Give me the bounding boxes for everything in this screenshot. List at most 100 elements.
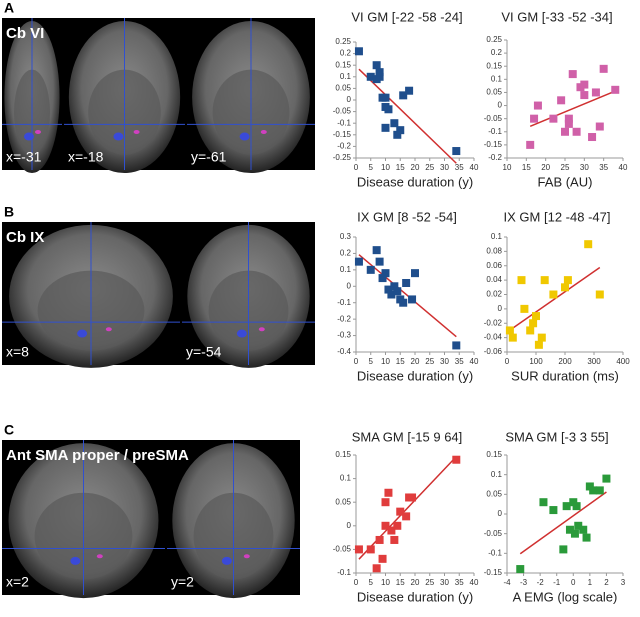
x-tick-label: 35 (455, 357, 464, 366)
point (381, 498, 390, 507)
point (452, 341, 461, 350)
y-tick-label: -0.15 (333, 130, 352, 139)
point (526, 326, 535, 335)
y-tick-label: 0.08 (486, 246, 502, 255)
point (549, 290, 558, 299)
slice-label: x=-18 (68, 149, 104, 165)
y-tick-label: -0.2 (337, 314, 351, 323)
activation (260, 130, 267, 134)
x-tick-label: 20 (411, 578, 420, 587)
y-tick-label: 0.05 (335, 84, 351, 93)
point (372, 61, 381, 70)
point (402, 279, 411, 287)
point (595, 486, 604, 495)
x-tick-label: 15 (396, 357, 405, 366)
x-tick-label: 5 (369, 163, 374, 172)
x-tick-label: 40 (470, 357, 479, 366)
y-tick-label: -0.4 (337, 347, 351, 356)
point (517, 276, 526, 285)
x-tick-label: 35 (455, 578, 464, 587)
panel-letter: C (4, 422, 14, 438)
y-tick-label: -0.1 (488, 548, 502, 557)
x-tick-label: 15 (396, 578, 405, 587)
x-tick-label: 300 (587, 357, 601, 366)
point (387, 290, 396, 299)
y-tick-label: -0.05 (484, 529, 503, 538)
point (540, 276, 549, 285)
y-tick-label: -0.2 (337, 142, 351, 151)
activation (24, 132, 34, 141)
y-tick-label: -0.04 (484, 333, 503, 342)
y-tick-label: 0.2 (340, 49, 352, 58)
y-tick-label: 0 (498, 304, 503, 313)
x-tick-label: -1 (553, 578, 561, 587)
point (574, 521, 583, 530)
x-tick-label: 40 (470, 163, 479, 172)
point (393, 521, 402, 530)
y-tick-label: 0 (347, 281, 352, 290)
point (375, 72, 384, 81)
point (408, 493, 417, 502)
x-tick-label: 40 (470, 578, 479, 587)
y-tick-label: 0.05 (486, 88, 502, 97)
point (534, 340, 543, 349)
slice-label: x=8 (6, 344, 29, 360)
x-tick-label: 5 (369, 578, 374, 587)
trend-line (358, 456, 457, 560)
slice-label: x=2 (6, 574, 29, 590)
chart-title: IX GM [12 -48 -47] (504, 209, 611, 224)
activation (105, 327, 112, 332)
point (526, 140, 535, 149)
activation (35, 130, 41, 134)
point (591, 88, 600, 97)
y-tick-label: -0.05 (333, 107, 352, 116)
x-tick-label: 35 (455, 163, 464, 172)
y-tick-label: -0.1 (337, 118, 351, 127)
slice-label: y=-61 (191, 149, 227, 165)
trend-line (519, 491, 607, 555)
activation (239, 132, 250, 141)
point (381, 269, 390, 278)
point (561, 127, 569, 136)
point (549, 506, 558, 515)
point (381, 521, 390, 530)
y-tick-label: 0.05 (486, 489, 502, 498)
point (366, 265, 375, 274)
y-tick-label: -0.02 (484, 318, 503, 327)
y-tick-label: 0.06 (486, 261, 502, 270)
y-tick-label: 0 (347, 95, 352, 104)
x-tick-label: 0 (354, 578, 359, 587)
y-tick-label: -0.1 (337, 298, 351, 307)
point (588, 133, 597, 142)
x-tick-label: 5 (369, 357, 374, 366)
y-tick-label: 0.2 (491, 48, 503, 57)
activation (77, 329, 88, 338)
y-tick-label: -0.1 (488, 127, 502, 136)
point (559, 545, 568, 554)
point (537, 333, 546, 342)
activation (96, 554, 103, 559)
slice-label: y=2 (171, 574, 194, 590)
y-tick-label: 0 (498, 509, 503, 518)
point (508, 333, 517, 342)
y-tick-label: 0 (347, 521, 352, 530)
point (533, 101, 542, 110)
y-tick-label: 0.04 (486, 275, 502, 284)
point (381, 93, 390, 102)
region-label: Ant SMA proper / preSMA (6, 447, 189, 464)
chart-title: SMA GM [-15 9 64] (352, 429, 463, 444)
point (384, 285, 393, 294)
x-axis-label: SUR duration (ms) (511, 368, 619, 383)
y-tick-label: -0.1 (337, 568, 351, 577)
y-tick-label: 0.25 (335, 37, 351, 46)
point (375, 535, 384, 544)
x-tick-label: 35 (599, 163, 608, 172)
y-tick-label: -0.05 (484, 114, 503, 123)
point (408, 295, 417, 304)
point (378, 554, 387, 563)
region-label: Cb IX (6, 229, 44, 246)
y-tick-label: -0.3 (337, 331, 351, 340)
point (565, 525, 574, 534)
point (595, 290, 604, 299)
trend-line (358, 254, 457, 338)
